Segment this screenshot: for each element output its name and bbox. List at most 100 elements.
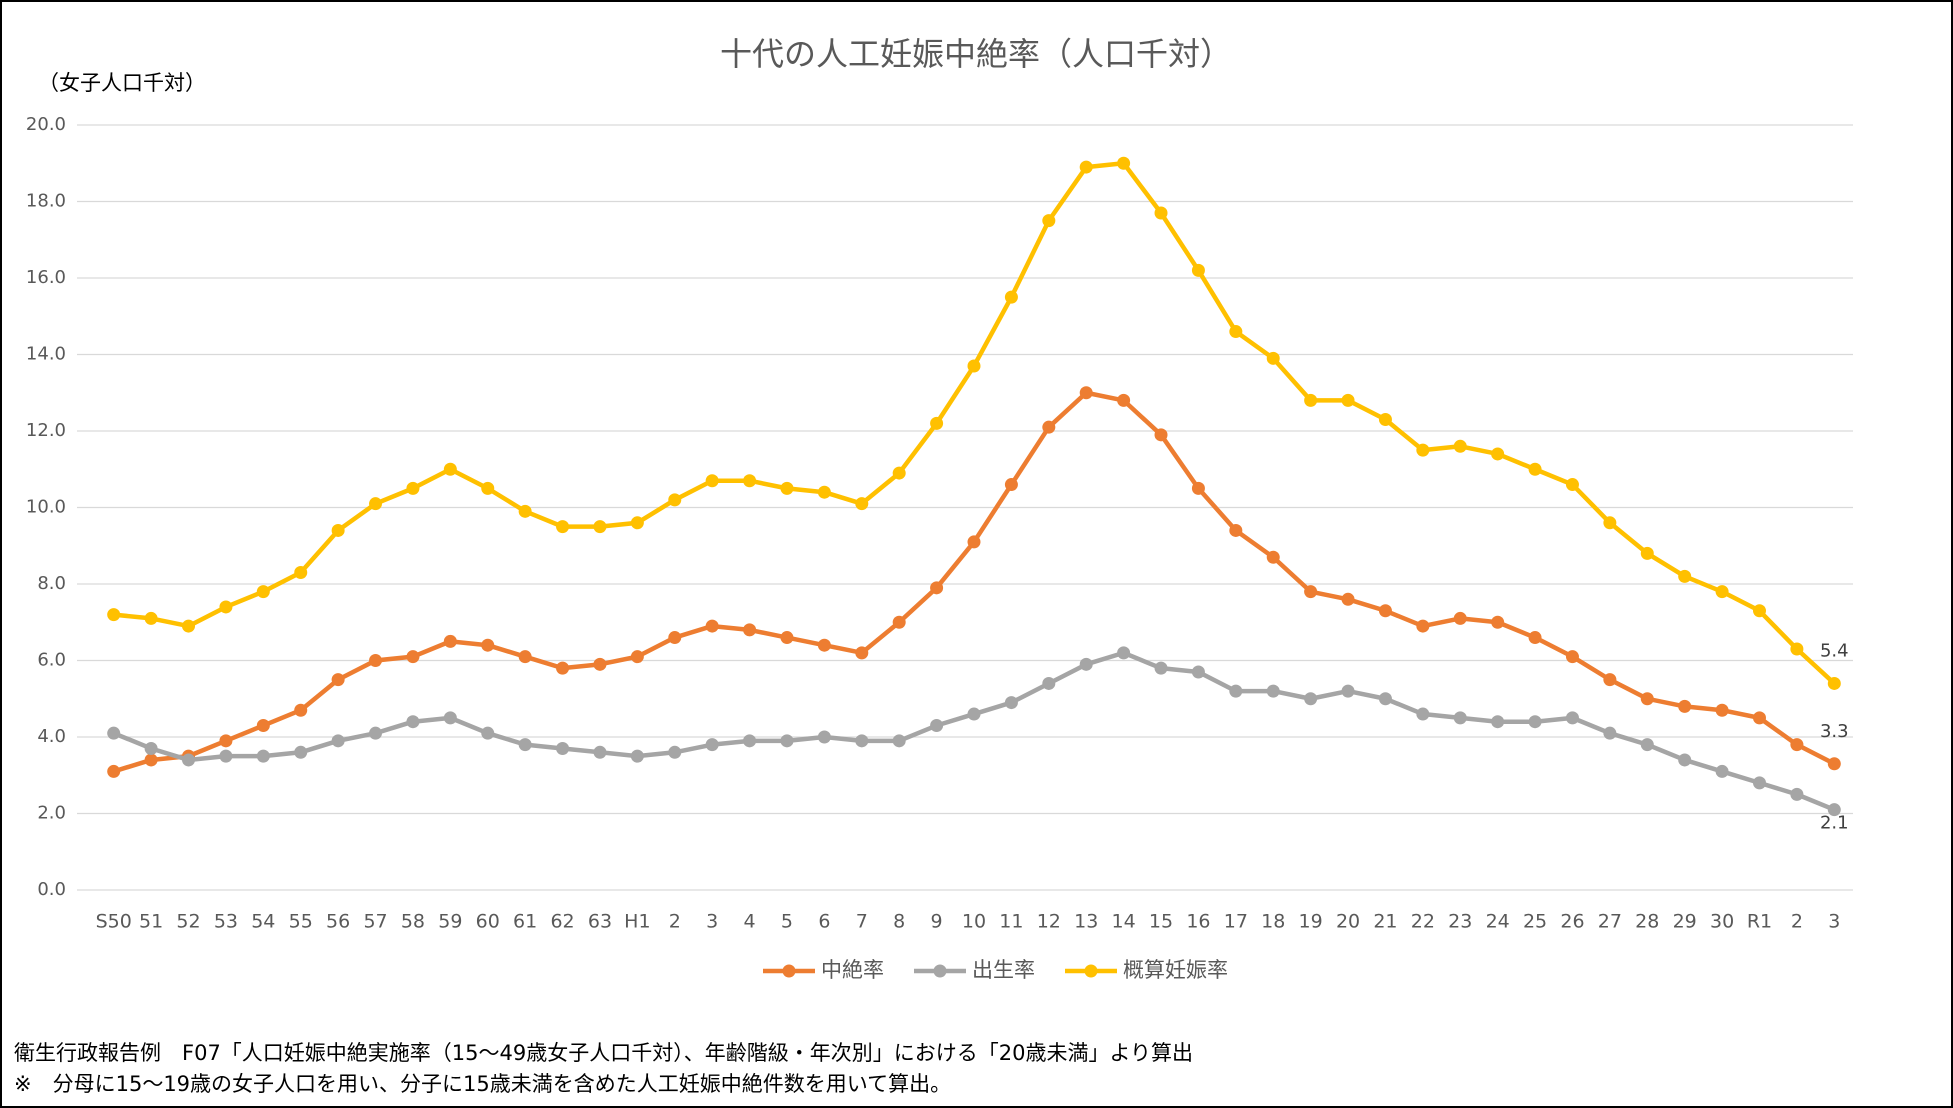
marker — [1528, 462, 1542, 476]
x-tick-label: 16 — [1186, 911, 1210, 933]
x-tick-label: 55 — [289, 911, 313, 933]
y-tick-label: 10.0 — [26, 497, 66, 518]
marker — [630, 749, 644, 763]
marker — [1790, 787, 1804, 801]
marker — [1079, 160, 1093, 174]
marker — [1790, 642, 1804, 656]
x-tick-label: 4 — [744, 911, 756, 933]
marker — [481, 638, 495, 652]
y-tick-label: 20.0 — [26, 114, 66, 135]
x-tick-label: 54 — [251, 911, 275, 933]
x-tick-label: 12 — [1037, 911, 1061, 933]
marker — [294, 745, 308, 759]
marker — [182, 619, 196, 633]
x-tick-label: 21 — [1373, 911, 1397, 933]
legend-label: 概算妊娠率 — [1123, 958, 1228, 982]
marker — [817, 638, 831, 652]
marker — [967, 535, 981, 549]
x-tick-label: 19 — [1299, 911, 1323, 933]
marker — [1640, 546, 1654, 560]
x-tick-label: 9 — [931, 911, 943, 933]
x-tick-label: 22 — [1411, 911, 1435, 933]
marker — [1378, 604, 1392, 618]
x-tick-label: 58 — [401, 911, 425, 933]
marker — [593, 745, 607, 759]
marker — [1416, 619, 1430, 633]
marker — [1079, 657, 1093, 671]
marker — [1154, 428, 1168, 442]
marker — [1827, 803, 1841, 817]
marker — [1491, 615, 1505, 629]
marker — [1528, 631, 1542, 645]
marker — [668, 493, 682, 507]
marker — [743, 734, 757, 748]
marker — [1416, 443, 1430, 457]
x-tick-label: 57 — [363, 911, 387, 933]
marker — [780, 481, 794, 495]
x-tick-label: 25 — [1523, 911, 1547, 933]
x-tick-label: 18 — [1261, 911, 1285, 933]
x-tick-label: 30 — [1710, 911, 1734, 933]
marker — [219, 734, 233, 748]
marker — [892, 466, 906, 480]
marker — [443, 634, 457, 648]
marker — [930, 416, 944, 430]
marker — [256, 719, 270, 733]
y-tick-label: 16.0 — [26, 267, 66, 288]
y-tick-label: 4.0 — [37, 726, 66, 747]
x-tick-label: 63 — [588, 911, 612, 933]
x-tick-label: S50 — [96, 911, 132, 933]
x-tick-label: 29 — [1673, 911, 1697, 933]
marker — [1042, 676, 1056, 690]
legend-label: 中絶率 — [821, 958, 884, 982]
marker — [1752, 776, 1766, 790]
marker — [1640, 738, 1654, 752]
x-tick-label: 5 — [781, 911, 793, 933]
data-label: 5.4 — [1820, 640, 1849, 661]
marker — [1117, 393, 1131, 407]
marker — [107, 608, 121, 622]
marker — [1790, 738, 1804, 752]
x-tick-label: 59 — [438, 911, 462, 933]
marker — [556, 741, 570, 755]
marker — [556, 520, 570, 534]
y-tick-label: 14.0 — [26, 344, 66, 365]
marker — [481, 481, 495, 495]
marker — [331, 523, 345, 537]
data-label: 2.1 — [1820, 813, 1849, 834]
x-tick-label: 3 — [706, 911, 718, 933]
marker — [817, 485, 831, 499]
marker — [144, 753, 158, 767]
marker — [1378, 692, 1392, 706]
marker — [630, 650, 644, 664]
marker — [967, 707, 981, 721]
marker — [1154, 206, 1168, 220]
marker — [1079, 386, 1093, 400]
marker — [182, 753, 196, 767]
x-tick-label: 15 — [1149, 911, 1173, 933]
marker — [1528, 715, 1542, 729]
marker — [294, 566, 308, 580]
marker — [481, 726, 495, 740]
marker — [1827, 757, 1841, 771]
marker — [1341, 684, 1355, 698]
marker — [1752, 604, 1766, 618]
marker — [1266, 550, 1280, 564]
marker — [1640, 692, 1654, 706]
marker — [1416, 707, 1430, 721]
marker — [780, 631, 794, 645]
marker — [331, 673, 345, 687]
x-tick-label: 10 — [962, 911, 986, 933]
marker — [1491, 447, 1505, 461]
marker — [294, 703, 308, 717]
marker — [1678, 753, 1692, 767]
chart-title: 十代の人工妊娠中絶率（人口千対） — [720, 35, 1232, 73]
marker — [668, 631, 682, 645]
marker — [1715, 764, 1729, 778]
marker — [1266, 351, 1280, 365]
marker — [219, 600, 233, 614]
x-tick-label: 27 — [1598, 911, 1622, 933]
marker — [743, 623, 757, 637]
legend-label: 出生率 — [972, 958, 1035, 982]
